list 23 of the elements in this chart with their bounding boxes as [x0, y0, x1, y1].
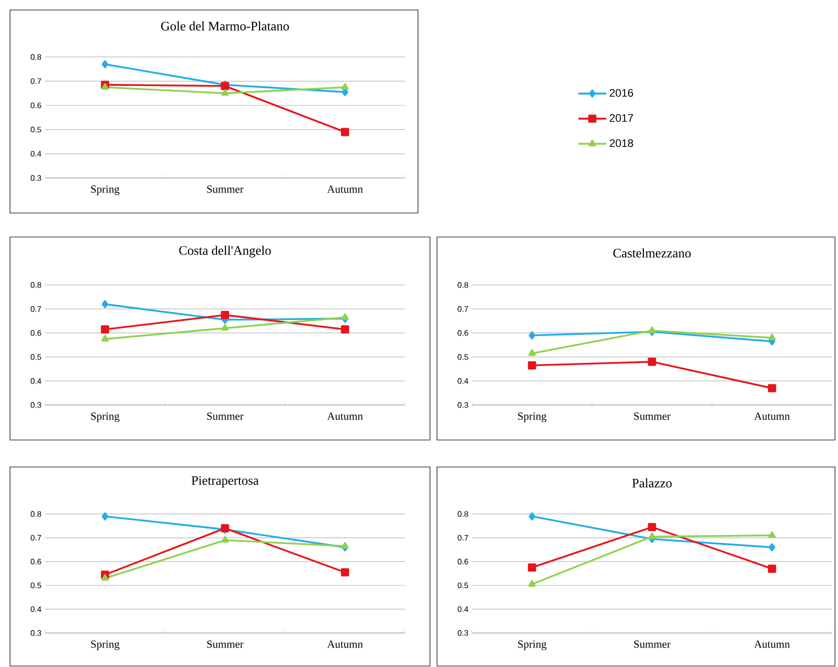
chart-title: Castelmezzano [613, 248, 691, 258]
x-tick-label: Summer [634, 640, 670, 648]
x-tick-label: Spring [518, 412, 546, 422]
legend-label: 2017 [610, 114, 634, 122]
chart-title: Gole del Marmo-Platano [161, 21, 289, 30]
x-tick-label: Summer [207, 412, 244, 420]
x-tick-label: Summer [634, 412, 670, 420]
x-tick-label: Autumn [327, 186, 363, 193]
x-tick-label: Spring [518, 640, 546, 650]
legend-label: 2018 [610, 139, 634, 148]
x-tick-label: Autumn [754, 412, 790, 420]
x-tick-label: Summer [207, 640, 244, 648]
chart-title: Palazzo [632, 478, 672, 488]
legend-label: 2016 [610, 89, 634, 97]
x-tick-label: Autumn [754, 640, 790, 648]
x-tick-label: Spring [91, 412, 120, 422]
chart-title: Costa dell'Angelo [179, 246, 271, 258]
x-tick-label: Spring [91, 640, 120, 650]
chart-title: Pietrapertosa [192, 476, 259, 488]
x-tick-label: Autumn [327, 640, 363, 648]
x-tick-label: Summer [207, 186, 244, 193]
x-tick-label: Autumn [327, 412, 363, 420]
x-tick-label: Spring [91, 186, 120, 196]
